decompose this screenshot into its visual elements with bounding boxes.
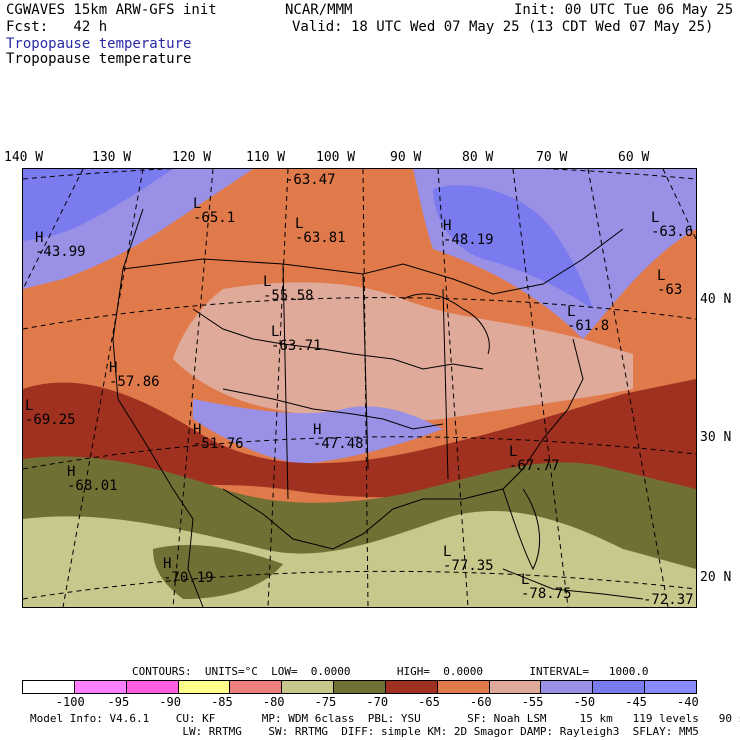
map-fill-layer <box>23 169 696 607</box>
model-info-line2: LW: RRTMG SW: RRTMG DIFF: simple KM: 2D … <box>30 725 699 738</box>
colorbar-tick-label: -85 <box>211 695 233 709</box>
pressure-center: L -61.8 <box>567 304 610 334</box>
colorbar-tick-label: -40 <box>677 695 699 709</box>
pressure-center: H -68.01 <box>67 464 118 494</box>
pressure-center: L -63.81 <box>295 216 346 246</box>
lon-label: 110 W <box>246 150 286 165</box>
colorbar-swatch <box>385 681 438 693</box>
colorbar-swatch <box>437 681 490 693</box>
lon-label: 90 W <box>390 150 422 165</box>
model-title: CGWAVES 15km ARW-GFS init <box>6 2 217 18</box>
lon-label: 60 W <box>618 150 650 165</box>
pressure-center: H -47.48 <box>313 422 364 452</box>
pressure-center: H -48.19 <box>443 218 494 248</box>
colorbar <box>22 680 697 694</box>
lon-label: 100 W <box>316 150 356 165</box>
lon-label: 70 W <box>536 150 568 165</box>
contour-info: CONTOURS: UNITS=°C LOW= 0.0000 HIGH= 0.0… <box>132 665 649 678</box>
pressure-center: -72.37 <box>643 592 694 608</box>
lon-label: 140 W <box>4 150 44 165</box>
center-name: NCAR/MMM <box>285 2 353 18</box>
lon-label: 130 W <box>92 150 132 165</box>
pressure-center: L -67.77 <box>509 444 560 474</box>
pressure-center: L -63 <box>657 268 683 298</box>
pressure-center: L -63.6 <box>651 210 694 240</box>
colorbar-swatch <box>334 681 386 693</box>
colorbar-tick-label: -45 <box>625 695 647 709</box>
colorbar-tick-label: -50 <box>573 695 596 709</box>
lat-label: 30 N <box>700 430 732 445</box>
colorbar-swatch <box>282 681 335 693</box>
colorbar-swatch <box>645 681 696 693</box>
lat-label: 20 N <box>700 570 732 585</box>
pressure-center: H -43.99 <box>35 230 86 260</box>
model-info-line1: Model Info: V4.6.1 CU: KF MP: WDM 6class… <box>30 712 740 725</box>
pressure-center: -63.47 <box>285 172 336 188</box>
colorbar-tick-label: -80 <box>262 695 285 709</box>
pressure-center: L -65.1 <box>193 196 236 226</box>
lat-label: 40 N <box>700 292 732 307</box>
colorbar-swatch <box>74 681 127 693</box>
pressure-center: H -51.76 <box>193 422 244 452</box>
colorbar-swatch <box>593 681 646 693</box>
colorbar-tick-label: -95 <box>107 695 130 709</box>
colorbar-tick-label: -70 <box>366 695 389 709</box>
colorbar-tick-label: -75 <box>314 695 337 709</box>
colorbar-tick-label: -55 <box>521 695 544 709</box>
pressure-center: H -57.86 <box>109 360 160 390</box>
pressure-center: L -78.75 <box>521 572 572 602</box>
tropopause-temperature-map[interactable]: H -43.99 L -65.1 -63.47 L -63.81 H -48.1… <box>22 168 697 608</box>
lon-label: 120 W <box>172 150 212 165</box>
forecast-hour: Fcst: 42 h <box>6 19 108 35</box>
pressure-center: L -55.58 <box>263 274 314 304</box>
field-title-1: Tropopause temperature <box>6 36 192 52</box>
colorbar-swatch <box>230 681 283 693</box>
colorbar-tick-label: -60 <box>469 695 492 709</box>
colorbar-tick-label: -65 <box>418 695 440 709</box>
colorbar-swatch <box>178 681 231 693</box>
valid-time: Valid: 18 UTC Wed 07 May 25 (13 CDT Wed … <box>292 19 714 35</box>
colorbar-swatch <box>23 681 75 693</box>
pressure-center: L -69.25 <box>25 398 76 428</box>
pressure-center: H -70.19 <box>163 556 214 586</box>
pressure-center: L -63.71 <box>271 324 322 354</box>
colorbar-swatch <box>489 681 542 693</box>
colorbar-tick-label: -90 <box>159 695 181 709</box>
lon-label: 80 W <box>462 150 494 165</box>
field-title-2: Tropopause temperature <box>6 51 192 67</box>
pressure-center: L -77.35 <box>443 544 494 574</box>
colorbar-swatch <box>126 681 179 693</box>
colorbar-swatch <box>541 681 594 693</box>
colorbar-tick-label: -100 <box>55 695 85 709</box>
init-time: Init: 00 UTC Tue 06 May 25 <box>514 2 734 18</box>
